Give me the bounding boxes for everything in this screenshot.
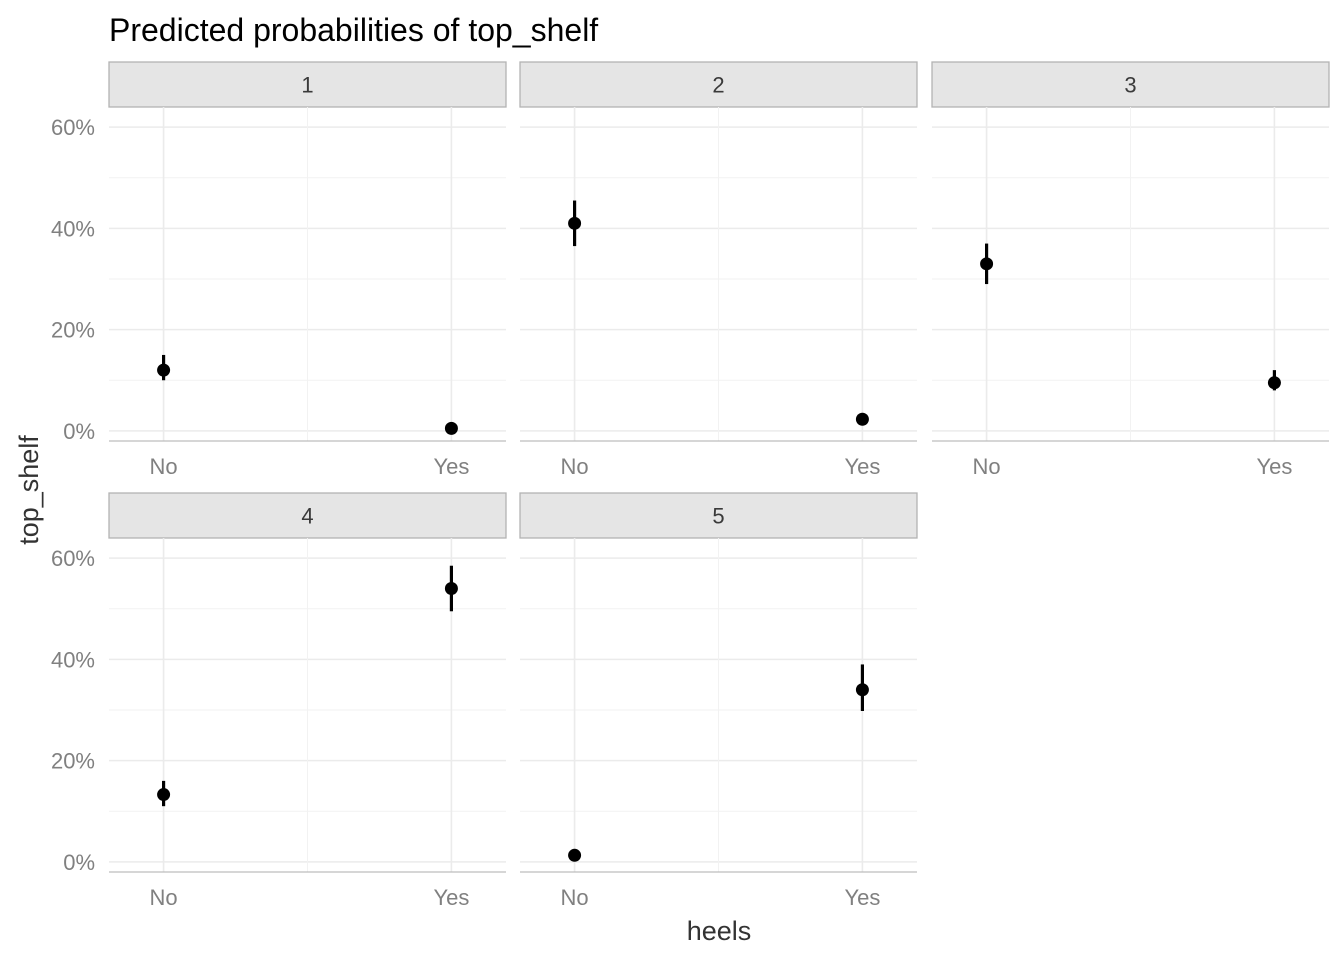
facet-panel-1: 1 0% 20% 40% 60% No Yes (51, 61, 507, 479)
facet-strip-label: 5 (712, 504, 724, 529)
data-point (568, 848, 582, 862)
x-tick-label: Yes (844, 885, 880, 910)
data-point (980, 257, 994, 271)
y-tick-label: 20% (51, 749, 95, 774)
data-point (157, 363, 171, 377)
facet-strip-label: 3 (1124, 73, 1136, 98)
facet-panel-5: 5 No Yes (519, 492, 918, 910)
y-axis-title: top_shelf (14, 435, 44, 545)
data-point (444, 582, 458, 595)
facet-strip (519, 492, 918, 539)
y-tick-label: 20% (51, 318, 95, 343)
facet-panel-3: 3 No Yes (931, 61, 1330, 479)
y-tick-label: 60% (51, 546, 95, 571)
x-tick-label: Yes (1256, 454, 1292, 479)
data-point (444, 421, 458, 435)
y-tick-label: 40% (51, 216, 95, 241)
chart-title: Predicted probabilities of top_shelf (109, 12, 598, 48)
data-point (157, 788, 171, 802)
data-point (568, 216, 582, 230)
x-tick-label: No (561, 454, 589, 479)
facet-strip (108, 61, 507, 108)
x-tick-label: No (561, 885, 589, 910)
y-tick-label: 40% (51, 647, 95, 672)
facet-strip-label: 4 (301, 504, 313, 529)
data-point (855, 412, 869, 426)
x-tick-label: Yes (433, 454, 469, 479)
y-tick-label: 60% (51, 115, 95, 140)
data-point (855, 683, 869, 697)
facet-panel-2: 2 No Yes (519, 61, 918, 479)
data-point (1267, 376, 1281, 390)
y-tick-label: 0% (63, 850, 95, 875)
y-tick-label: 0% (63, 419, 95, 444)
x-tick-label: Yes (844, 454, 880, 479)
facet-strip-label: 1 (301, 73, 313, 98)
x-tick-label: Yes (433, 885, 469, 910)
x-tick-label: No (150, 454, 178, 479)
x-axis-title: heels (687, 916, 752, 946)
facet-strip-label: 2 (712, 73, 724, 98)
x-tick-label: No (150, 885, 178, 910)
x-tick-label: No (973, 454, 1001, 479)
facet-panel-4: 40%20%40%60%No Yes (51, 492, 507, 910)
